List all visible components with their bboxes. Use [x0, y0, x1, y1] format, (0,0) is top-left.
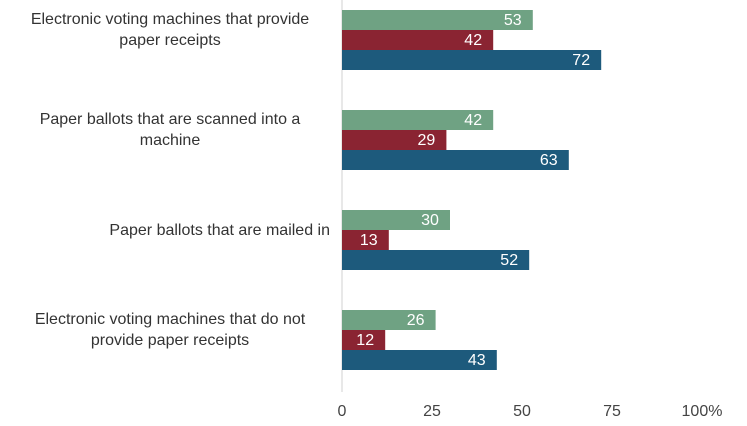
value-label: 72	[572, 52, 590, 69]
value-label: 26	[407, 312, 425, 329]
value-label: 42	[464, 32, 482, 49]
value-label: 29	[418, 132, 436, 149]
category-text: Electronic voting machines that provide …	[30, 11, 310, 49]
category-label: Electronic voting machines that do not p…	[10, 310, 330, 350]
value-label: 12	[356, 332, 374, 349]
bar	[342, 230, 389, 250]
bar	[342, 310, 436, 330]
bar	[342, 110, 494, 130]
category-label: Paper ballots that are mailed in	[10, 210, 330, 250]
x-tick-label: 25	[423, 403, 441, 420]
bar	[342, 30, 494, 50]
bar	[342, 50, 602, 70]
bar	[342, 330, 386, 350]
value-label: 53	[504, 12, 522, 29]
value-label: 42	[464, 112, 482, 129]
category-text: Paper ballots that are scanned into a ma…	[39, 111, 301, 149]
x-tick-label: 50	[513, 403, 531, 420]
bar	[342, 130, 447, 150]
bar	[342, 250, 530, 270]
bar	[342, 150, 569, 170]
x-tick-label: 100%	[682, 403, 723, 420]
category-label: Paper ballots that are scanned into a ma…	[10, 110, 330, 150]
category-label: Electronic voting machines that provide …	[10, 10, 330, 50]
value-label: 13	[360, 232, 378, 249]
category-text: Electronic voting machines that do not p…	[34, 311, 306, 349]
x-tick-label: 75	[603, 403, 621, 420]
value-label: 30	[421, 212, 439, 229]
category-text: Paper ballots that are mailed in	[109, 221, 330, 239]
value-label: 63	[540, 152, 558, 169]
bar	[342, 350, 497, 370]
bar	[342, 210, 450, 230]
value-label: 43	[468, 352, 486, 369]
bar	[342, 10, 533, 30]
value-label: 52	[500, 252, 518, 269]
x-tick-label: 0	[338, 403, 347, 420]
